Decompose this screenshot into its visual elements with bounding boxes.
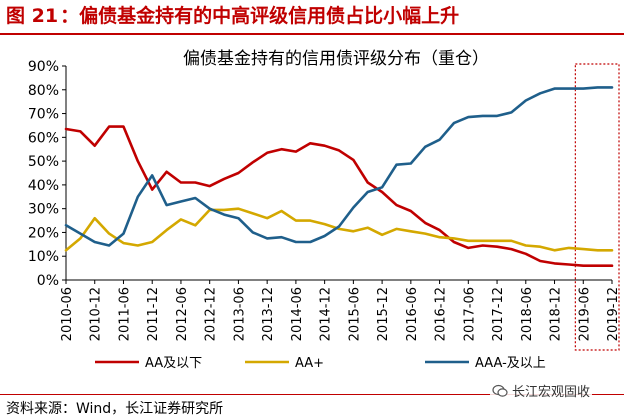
x-tick-label: 2010-06	[60, 287, 75, 341]
y-tick-label: 40%	[28, 178, 59, 194]
bottom-rule	[0, 394, 624, 395]
chart-axes	[65, 66, 612, 281]
figure-title-separator: ：	[60, 5, 80, 27]
y-tick-label: 50%	[28, 154, 59, 170]
y-axis-ticks: 0% 10% 20% 30% 40% 50% 60% 70% 80% 90%	[28, 59, 66, 289]
y-tick-label: 60%	[28, 130, 59, 146]
wechat-icon	[492, 384, 508, 397]
x-tick-label: 2015-12	[376, 287, 391, 341]
y-tick-label: 0%	[37, 273, 59, 289]
x-tick-label: 2018-06	[520, 287, 535, 341]
x-tick-label: 2019-12	[606, 287, 621, 341]
watermark-text: 长江宏观固收	[512, 385, 591, 400]
x-tick-label: 2016-06	[405, 287, 420, 341]
y-tick-label: 20%	[28, 225, 59, 241]
watermark: 长江宏观固收	[490, 381, 593, 400]
source-note: 资料来源：Wind，长江证券研究所	[6, 401, 224, 417]
highlight-region	[574, 63, 620, 351]
figure-number: 图 21	[6, 5, 59, 27]
figure-title: 图 21 ：偏债基金持有的中高评级信用债占比小幅上升	[0, 0, 624, 32]
x-tick-label: 2015-06	[347, 287, 362, 341]
x-tick-label: 2012-12	[204, 287, 219, 341]
x-tick-label: 2019-06	[577, 287, 592, 341]
x-tick-label: 2012-06	[175, 287, 190, 341]
x-tick-label: 2011-12	[146, 287, 161, 341]
y-tick-label: 90%	[28, 59, 59, 75]
x-axis-ticks: 2010-06 2010-12 2011-06 2011-12 2012-06 2012-…	[60, 280, 621, 341]
y-tick-label: 10%	[28, 249, 59, 265]
x-tick-label: 2018-12	[549, 287, 564, 341]
x-tick-label: 2014-06	[290, 287, 305, 341]
figure-headline: 偏债基金持有的中高评级信用债占比小幅上升	[79, 5, 460, 27]
legend-label-3: AAA-及以上	[475, 356, 546, 371]
series-line-2	[64, 207, 614, 252]
x-tick-label: 2013-12	[261, 287, 276, 341]
line-chart: 偏债基金持有的信用债评级分布（重仓） 0% 10% 20% 30% 40% 50% 60% 7…	[28, 49, 621, 371]
x-tick-label: 2017-06	[462, 287, 477, 341]
y-tick-label: 80%	[28, 83, 59, 99]
legend-label-2: AA+	[295, 356, 324, 371]
legend-label-1: AA及以下	[145, 356, 202, 371]
y-tick-label: 70%	[28, 107, 59, 123]
highlight-box	[574, 63, 620, 351]
x-tick-label: 2013-06	[232, 287, 247, 341]
chart-legend: AA及以下 AA+ AAA-及以上	[95, 356, 546, 371]
x-tick-label: 2010-12	[89, 287, 104, 341]
chart-title: 偏债基金持有的信用债评级分布（重仓）	[183, 49, 489, 69]
series-line-3	[64, 86, 614, 247]
x-tick-label: 2014-12	[319, 287, 334, 341]
x-tick-label: 2017-12	[491, 287, 506, 341]
x-tick-label: 2016-12	[434, 287, 449, 341]
x-tick-label: 2011-06	[117, 287, 132, 341]
y-tick-label: 30%	[28, 202, 59, 218]
series-lines	[64, 86, 614, 267]
title-rule	[0, 33, 624, 35]
